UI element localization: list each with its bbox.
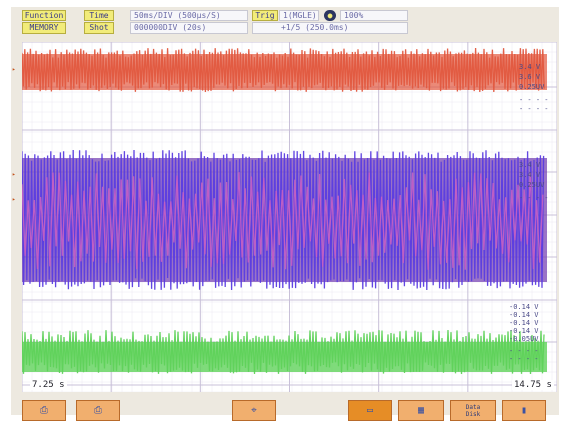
ch3-readout-dash-2: - - - - — [509, 355, 539, 363]
ch1-readout-2: 3.6 V — [519, 73, 541, 81]
ch1-readout-dash-2: - - - - — [519, 105, 549, 113]
trig-percent[interactable]: 100% — [340, 10, 408, 21]
printer-icon: ⎙ — [94, 405, 102, 416]
cursor-icon: ⌖ — [251, 405, 257, 416]
trig-position-readout[interactable]: +1/5 (250.0ms) — [252, 22, 408, 34]
ch3-readout-1: -0.14 V — [509, 303, 539, 311]
trig-state-icon: ● — [324, 10, 336, 21]
ch2-readout-dash: - - - - — [519, 194, 549, 202]
trig-mode[interactable]: 1(MGLE) — [279, 10, 319, 21]
function-label[interactable]: Function — [22, 10, 66, 21]
settings-icon: ▮ — [520, 405, 528, 416]
ch3-readout-5: -0.05UV — [509, 335, 539, 343]
ch3-readout-dash: - - - - — [509, 347, 539, 355]
timebase-readout[interactable]: 50ms/DIV (500µs/S) — [130, 10, 248, 21]
ch2-indicator-icon: ▸ — [12, 171, 16, 178]
ch3-readout-4: -0.14 V — [509, 327, 539, 335]
data-disk-button[interactable]: Data Disk — [450, 400, 496, 421]
ch2-level-icon: ▸ — [12, 196, 16, 203]
print-button[interactable]: ⎙ — [22, 400, 66, 421]
start-button[interactable]: ▭ — [348, 400, 392, 421]
display-icon: ▦ — [417, 405, 425, 416]
time-label[interactable]: Time — [84, 10, 114, 21]
ch3-waveform — [22, 329, 545, 375]
trig-label[interactable]: Trig — [252, 10, 278, 21]
ch2-readout-1: 3.4 V — [519, 161, 541, 169]
time-end-label: 14.75 s — [512, 380, 554, 390]
ch1-readout-dash: - - - - — [519, 96, 549, 104]
ch3-readout-3: -0.14 V — [509, 319, 539, 327]
ch1-indicator-icon: ▸ — [12, 66, 16, 73]
function-value[interactable]: MEMORY — [22, 22, 66, 34]
waveform-canvas — [22, 42, 557, 392]
time-start-label: 7.25 s — [30, 380, 67, 390]
shot-length: 000000DIV — [134, 23, 178, 32]
trig-time: (250.0ms) — [305, 23, 349, 32]
print-screen-button[interactable]: ⎙ — [76, 400, 120, 421]
display-button[interactable]: ▦ — [398, 400, 444, 421]
sampling-rate: (500µs/S) — [177, 11, 221, 20]
settings-button[interactable]: ▮ — [502, 400, 546, 421]
timebase: 50ms/DIV — [134, 11, 173, 20]
ch2-readout-3: 0.25UV — [519, 181, 545, 189]
start-icon: ▭ — [366, 405, 374, 416]
printer-icon: ⎙ — [40, 405, 48, 416]
data-disk-label-1: Data — [465, 403, 481, 411]
waveform-display[interactable]: 3.4 V 3.6 V 0.25UV - - - - - - - - 3.4 V… — [22, 42, 557, 392]
ch2-waveform-overlay — [22, 172, 544, 270]
shot-time: (20s) — [182, 23, 207, 32]
ch1-readout-3: 0.25UV — [519, 83, 545, 91]
shot-length-readout[interactable]: 000000DIV (20s) — [130, 22, 248, 34]
ch2-readout-2: 3.4 V — [519, 171, 541, 179]
data-disk-label-2: Disk — [465, 410, 481, 418]
trig-position: +1/5 — [281, 23, 301, 32]
cursor-button[interactable]: ⌖ — [232, 400, 276, 421]
ch1-waveform — [22, 47, 545, 93]
ch1-readout-1: 3.4 V — [519, 63, 541, 71]
time-mode[interactable]: Shot — [84, 22, 114, 34]
ch3-readout-2: -0.14 V — [509, 311, 539, 319]
